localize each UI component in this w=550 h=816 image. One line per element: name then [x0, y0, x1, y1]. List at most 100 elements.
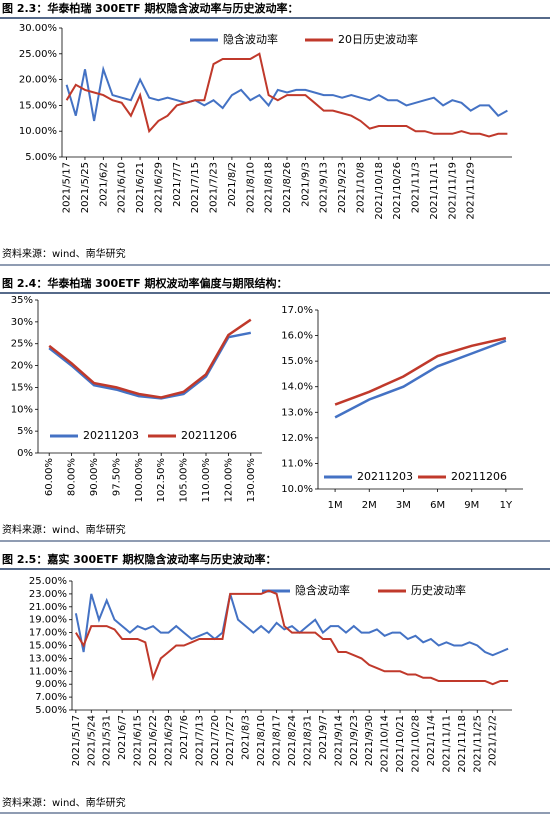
series-line: [48, 331, 252, 400]
x-tick-label: 2021/11/18: [457, 715, 468, 773]
x-tick-label: 2021/8/3: [241, 715, 252, 760]
x-tick-label: 2021/6/7: [117, 715, 128, 760]
x-tick-label: 2021/8/17: [272, 715, 283, 766]
x-tick-label: 6M: [430, 500, 445, 511]
x-tick-label: 2021/11/19: [447, 162, 458, 220]
x-tick-label: 80.00%: [67, 458, 78, 496]
x-tick-label: 2021/12/2: [488, 715, 499, 766]
y-tick-label: 7.00%: [35, 692, 67, 703]
x-tick-label: 2021/8/24: [287, 715, 298, 766]
x-tick-label: 2021/11/3: [411, 162, 422, 213]
x-tick-label: 2021/9/14: [333, 715, 344, 766]
y-tick-label: 25.00%: [29, 576, 67, 587]
y-tick-label: 10.0%: [281, 484, 313, 495]
x-tick-label: 2021/10/14: [380, 715, 391, 773]
x-tick-label: 2021/7/27: [225, 715, 236, 766]
x-tick-label: 2021/11/4: [426, 715, 437, 766]
x-tick-label: 2021/8/10: [245, 162, 256, 213]
series-line: [334, 336, 507, 406]
y-tick-label: 16.0%: [281, 331, 313, 342]
caption: 图 2.4：华泰柏瑞 300ETF 期权波动率偏度与期限结构：: [2, 276, 287, 290]
x-tick-label: 2021/11/29: [466, 162, 477, 220]
y-tick-label: 5%: [17, 426, 33, 437]
series-line: [75, 589, 509, 686]
caption: 图 2.5：嘉实 300ETF 期权隐含波动率与历史波动率：: [2, 552, 276, 566]
y-tick-label: 13.0%: [281, 407, 313, 418]
series-line: [65, 65, 508, 122]
y-tick-label: 30.00%: [19, 23, 57, 34]
y-tick-label: 11.0%: [281, 458, 313, 469]
x-tick-label: 2021/7/7: [172, 162, 183, 207]
x-tick-label: 2021/7/15: [190, 162, 201, 213]
x-tick-label: 2021/7/6: [179, 715, 190, 760]
series-line: [74, 593, 509, 657]
legend-label: 20211206: [451, 470, 507, 483]
x-tick-label: 2021/11/11: [429, 162, 440, 220]
source: 资料来源：wind、南华研究: [2, 523, 126, 536]
y-tick-label: 15.00%: [29, 641, 67, 652]
x-tick-label: 2021/5/17: [71, 715, 82, 766]
y-tick-label: 25%: [11, 339, 33, 350]
y-tick-label: 11.00%: [29, 666, 67, 677]
y-tick-label: 12.0%: [281, 433, 313, 444]
x-tick-label: 2021/8/31: [302, 715, 313, 766]
x-tick-label: 100.00%: [134, 458, 145, 503]
x-tick-label: 2021/10/18: [374, 162, 385, 220]
x-tick-label: 2021/6/15: [133, 715, 144, 766]
caption: 图 2.3：华泰柏瑞 300ETF 期权隐含波动率与历史波动率：: [2, 1, 298, 15]
x-tick-label: 2021/7/13: [194, 715, 205, 766]
x-tick-label: 90.00%: [89, 458, 100, 496]
x-tick-label: 2021/8/18: [264, 162, 275, 213]
x-tick-label: 120.00%: [223, 458, 234, 503]
x-tick-label: 2021/9/13: [319, 162, 330, 213]
y-tick-label: 9.00%: [35, 679, 67, 690]
x-tick-label: 2021/6/10: [117, 162, 128, 213]
x-tick-label: 2021/5/31: [102, 715, 113, 766]
x-tick-label: 2021/10/26: [392, 162, 403, 220]
x-tick-label: 2021/9/23: [337, 162, 348, 213]
series-line: [48, 318, 252, 399]
y-tick-label: 20%: [11, 361, 33, 372]
x-tick-label: 9M: [464, 500, 479, 511]
y-tick-label: 30%: [11, 317, 33, 328]
x-tick-label: 2021/5/17: [62, 162, 73, 213]
legend-label: 20211206: [181, 429, 237, 442]
y-tick-label: 5.00%: [25, 152, 57, 163]
y-tick-label: 15%: [11, 382, 33, 393]
x-tick-label: 3M: [396, 500, 411, 511]
x-tick-label: 2021/8/10: [256, 715, 267, 766]
legend-label: 隐含波动率: [223, 32, 278, 46]
x-tick-label: 2021/11/11: [441, 715, 452, 773]
y-tick-label: 20.00%: [19, 75, 57, 86]
x-tick-label: 60.00%: [44, 458, 55, 496]
x-tick-label: 2021/9/30: [364, 715, 375, 766]
legend-label: 隐含波动率: [295, 583, 350, 597]
y-tick-label: 17.00%: [29, 628, 67, 639]
x-tick-label: 105.00%: [179, 458, 190, 503]
y-tick-label: 25.00%: [19, 49, 57, 60]
legend-label: 20日历史波动率: [338, 32, 418, 46]
y-tick-label: 21.00%: [29, 602, 67, 613]
x-tick-label: 2021/6/2: [98, 162, 109, 207]
y-tick-label: 13.00%: [29, 653, 67, 664]
x-tick-label: 2021/10/21: [395, 715, 406, 773]
x-tick-label: 2021/8/2: [227, 162, 238, 207]
y-tick-label: 10%: [11, 404, 33, 415]
x-tick-label: 2021/11/25: [472, 715, 483, 773]
x-tick-label: 2021/6/22: [148, 715, 159, 766]
x-tick-label: 2021/5/24: [86, 715, 97, 766]
x-tick-label: 2021/9/7: [318, 715, 329, 760]
x-tick-label: 2021/5/25: [80, 162, 91, 213]
series-line: [65, 52, 508, 138]
x-tick-label: 2021/7/23: [209, 162, 220, 213]
y-tick-label: 35%: [11, 295, 33, 306]
y-tick-label: 17.0%: [281, 305, 313, 316]
y-tick-label: 5.00%: [35, 705, 67, 716]
series-line: [334, 339, 507, 419]
x-tick-label: 2021/6/29: [153, 162, 164, 213]
x-tick-label: 2021/10/28: [411, 715, 422, 773]
x-tick-label: 97.50%: [111, 458, 122, 496]
x-tick-label: 110.00%: [201, 458, 212, 503]
